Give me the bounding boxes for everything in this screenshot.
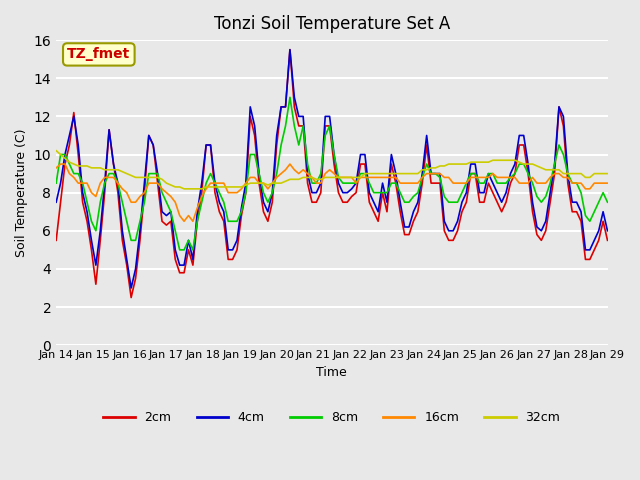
- 16cm: [92, 193, 100, 199]
- 2cm: [286, 47, 294, 52]
- Line: 4cm: 4cm: [56, 49, 607, 288]
- 16cm: [202, 186, 210, 192]
- Legend: 2cm, 4cm, 8cm, 16cm, 32cm: 2cm, 4cm, 8cm, 16cm, 32cm: [99, 407, 565, 430]
- 16cm: [52, 165, 60, 171]
- Line: 32cm: 32cm: [56, 151, 607, 189]
- 16cm: [604, 180, 611, 186]
- 16cm: [401, 180, 408, 186]
- 8cm: [198, 199, 205, 205]
- 8cm: [88, 218, 95, 224]
- 8cm: [428, 171, 435, 177]
- 8cm: [401, 199, 408, 205]
- 32cm: [383, 171, 391, 177]
- 2cm: [88, 247, 95, 253]
- 4cm: [88, 238, 95, 243]
- 32cm: [88, 165, 95, 171]
- Line: 16cm: 16cm: [56, 164, 607, 221]
- 2cm: [52, 238, 60, 243]
- 8cm: [286, 95, 294, 100]
- 4cm: [604, 228, 611, 234]
- 32cm: [317, 177, 324, 182]
- Y-axis label: Soil Temperature (C): Soil Temperature (C): [15, 129, 28, 257]
- X-axis label: Time: Time: [316, 366, 348, 379]
- 2cm: [127, 295, 135, 300]
- 4cm: [401, 224, 408, 230]
- 8cm: [52, 180, 60, 186]
- 16cm: [321, 171, 329, 177]
- 16cm: [57, 161, 65, 167]
- 32cm: [604, 171, 611, 177]
- Line: 8cm: 8cm: [56, 97, 607, 250]
- 2cm: [198, 190, 205, 195]
- 8cm: [604, 199, 611, 205]
- 8cm: [388, 180, 396, 186]
- 32cm: [396, 171, 404, 177]
- 4cm: [52, 199, 60, 205]
- Title: Tonzi Soil Temperature Set A: Tonzi Soil Temperature Set A: [214, 15, 450, 33]
- 2cm: [388, 161, 396, 167]
- 2cm: [321, 123, 329, 129]
- Text: TZ_fmet: TZ_fmet: [67, 48, 131, 61]
- 16cm: [388, 175, 396, 180]
- 8cm: [321, 132, 329, 138]
- 2cm: [604, 238, 611, 243]
- 16cm: [428, 171, 435, 177]
- 2cm: [428, 180, 435, 186]
- 32cm: [52, 148, 60, 154]
- 32cm: [423, 167, 431, 173]
- 4cm: [198, 180, 205, 186]
- 4cm: [127, 285, 135, 291]
- 4cm: [388, 152, 396, 157]
- 4cm: [321, 113, 329, 119]
- 4cm: [286, 47, 294, 52]
- Line: 2cm: 2cm: [56, 49, 607, 298]
- 16cm: [180, 218, 188, 224]
- 32cm: [180, 186, 188, 192]
- 32cm: [198, 186, 205, 192]
- 8cm: [176, 247, 184, 253]
- 4cm: [428, 171, 435, 177]
- 2cm: [401, 232, 408, 238]
